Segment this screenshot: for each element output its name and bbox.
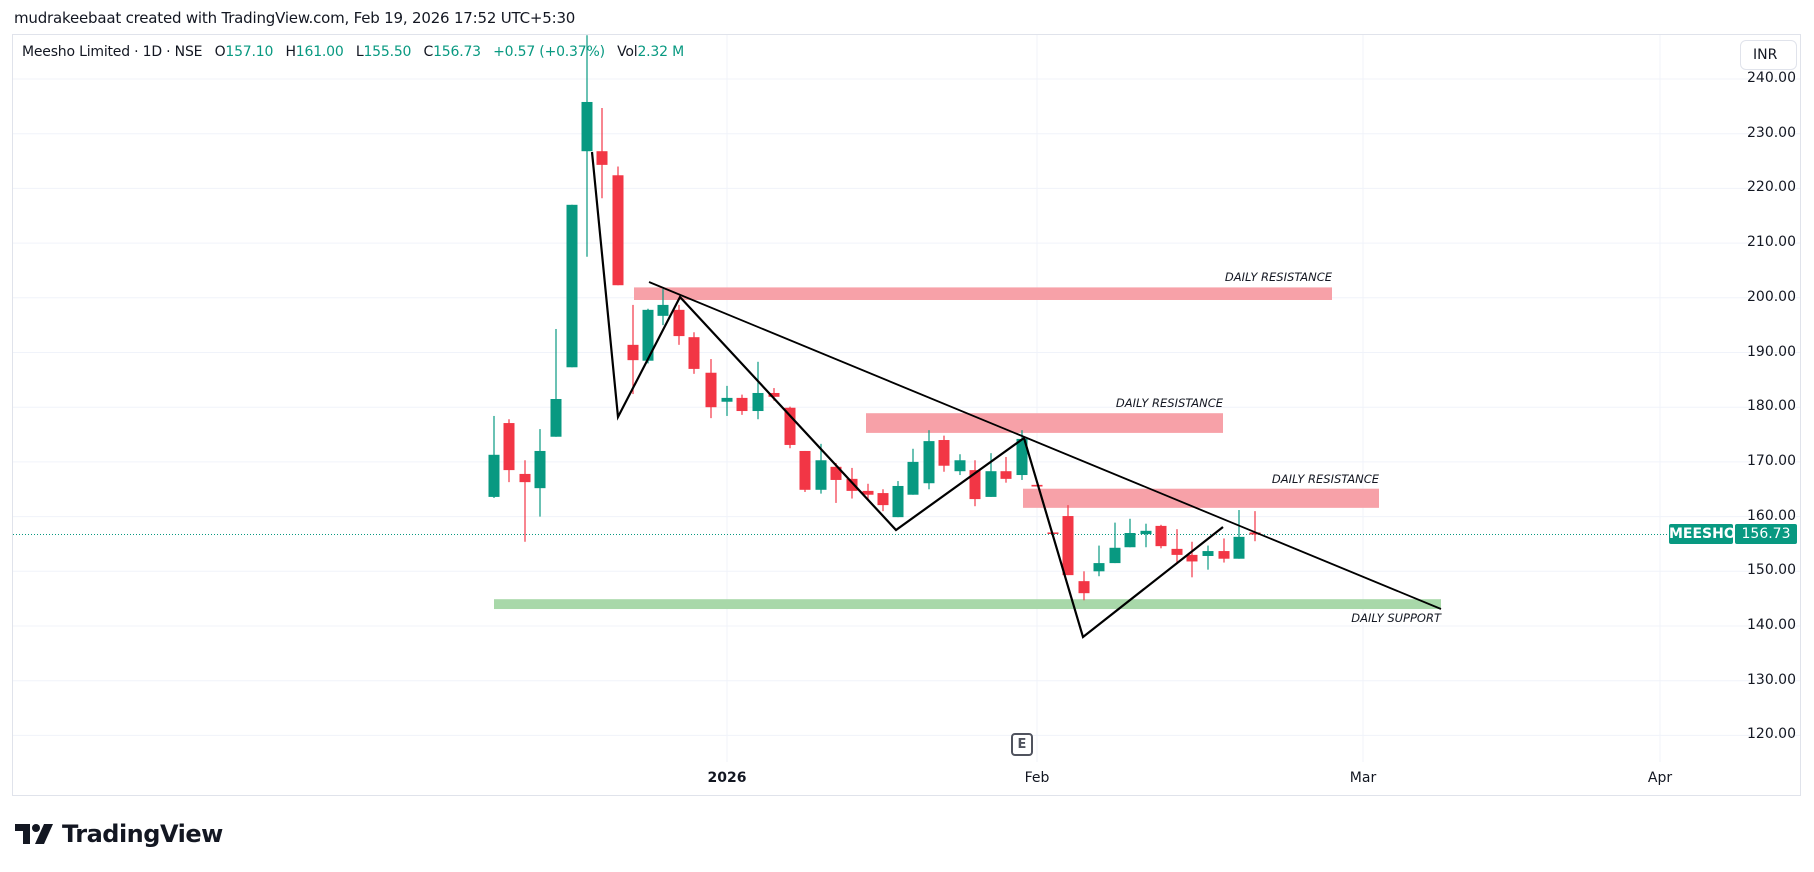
trendline-drawing <box>648 281 1442 610</box>
time-axis-label: Mar <box>1349 770 1377 786</box>
candle-up <box>815 460 827 490</box>
candle-down <box>736 397 748 412</box>
candle-up <box>1124 533 1136 548</box>
candle-up <box>954 460 966 472</box>
candle-up <box>907 461 919 495</box>
candle-up <box>985 471 997 497</box>
candle-down <box>596 151 608 165</box>
open-label: O <box>214 44 226 60</box>
candle-down <box>830 466 842 480</box>
change-value: +0.57 (+0.37%) <box>493 44 605 60</box>
candle-up <box>657 304 669 316</box>
volume-value: 2.32 M <box>637 44 684 60</box>
candle-up <box>1233 536 1245 559</box>
price-axis-label: 160.00 <box>1747 507 1796 524</box>
candle-up <box>488 454 500 497</box>
candle-up <box>1093 563 1105 572</box>
resistance-zone <box>866 413 1223 433</box>
candle-down <box>1062 516 1074 576</box>
resistance-zone-label: DAILY RESISTANCE <box>1224 270 1332 285</box>
price-axis-label: 190.00 <box>1747 343 1796 360</box>
candle-down <box>938 440 950 466</box>
candle-up <box>923 441 935 484</box>
candle-down <box>1171 548 1183 555</box>
candle-down <box>519 473 531 483</box>
candle-down <box>969 470 981 500</box>
high-label: H <box>285 44 296 60</box>
support-zone-label: DAILY SUPPORT <box>1351 611 1441 626</box>
tradingview-logo[interactable]: TradingView <box>15 820 223 848</box>
candle-down <box>799 450 811 490</box>
candle-down <box>673 309 685 337</box>
candle-up <box>892 485 904 518</box>
currency-button[interactable]: INR <box>1740 40 1797 70</box>
candle-down <box>1218 551 1230 559</box>
candle-down <box>768 392 780 397</box>
candle-down <box>877 493 889 506</box>
high-value: 161.00 <box>295 44 344 60</box>
zigzag-drawing <box>590 151 1224 639</box>
candle-down <box>705 372 717 408</box>
candle-down <box>612 175 624 286</box>
candle-down <box>784 407 796 445</box>
symbol-title[interactable]: Meesho Limited · 1D · NSE <box>22 44 203 60</box>
support-zone <box>494 599 1441 610</box>
price-axis-label: 230.00 <box>1747 124 1796 141</box>
earnings-event-icon[interactable]: E <box>1011 733 1033 756</box>
candle-down <box>1186 554 1198 562</box>
candle-down <box>503 423 515 471</box>
price-axis-label: 220.00 <box>1747 179 1796 196</box>
time-axis-label: Feb <box>1024 770 1050 786</box>
price-axis-label: 170.00 <box>1747 452 1796 469</box>
resistance-zone <box>634 287 1332 300</box>
resistance-zone <box>1023 488 1379 508</box>
time-axis-label: 2026 <box>707 770 747 786</box>
price-axis-label: 130.00 <box>1747 671 1796 688</box>
low-value: 155.50 <box>363 44 412 60</box>
price-axis-label: 240.00 <box>1747 70 1796 86</box>
candle-down <box>688 337 700 369</box>
chart-credit: mudrakeebaat created with TradingView.co… <box>14 9 576 27</box>
candle-up <box>752 392 764 412</box>
price-axis-label: 200.00 <box>1747 288 1796 305</box>
resistance-zone-label: DAILY RESISTANCE <box>1271 471 1379 486</box>
price-axis-label: 150.00 <box>1747 562 1796 579</box>
price-axis-label: 180.00 <box>1747 398 1796 415</box>
candle-up <box>550 398 562 437</box>
candle-down <box>627 344 639 361</box>
candle-up <box>1140 530 1152 535</box>
close-value: 156.73 <box>433 44 481 60</box>
candle-up <box>581 101 593 152</box>
candle-up <box>1016 438 1028 476</box>
candle-down <box>1249 532 1261 535</box>
candle-up <box>721 397 733 402</box>
candle-up <box>534 450 546 489</box>
price-axis-label: 210.00 <box>1747 234 1796 251</box>
open-value: 157.10 <box>225 44 274 60</box>
tradingview-wordmark: TradingView <box>62 820 223 848</box>
candle-up <box>1109 547 1121 564</box>
candle-up <box>642 309 654 361</box>
tradingview-logo-icon <box>15 824 53 844</box>
low-label: L <box>355 44 364 60</box>
volume-label: Vol <box>617 44 638 60</box>
close-label: C <box>423 44 434 60</box>
price-tag-value: 156.73 <box>1735 524 1797 544</box>
symbol-legend: Meesho Limited · 1D · NSE O157.10 H161.0… <box>22 44 684 60</box>
candle-down <box>862 490 874 495</box>
price-axis-label: 140.00 <box>1747 617 1796 633</box>
candle-down <box>1078 581 1090 594</box>
chart-pane[interactable] <box>12 34 1801 796</box>
candle-up <box>566 204 578 368</box>
candle-down <box>846 478 858 491</box>
price-tag-symbol: MEESHO <box>1669 524 1736 544</box>
price-axis-label: 120.00 <box>1747 726 1796 743</box>
candle-up <box>1202 551 1214 556</box>
time-axis-label: Apr <box>1647 770 1673 786</box>
candle-down <box>1155 525 1167 547</box>
candle-down <box>1000 471 1012 479</box>
resistance-zone-label: DAILY RESISTANCE <box>1115 396 1223 411</box>
